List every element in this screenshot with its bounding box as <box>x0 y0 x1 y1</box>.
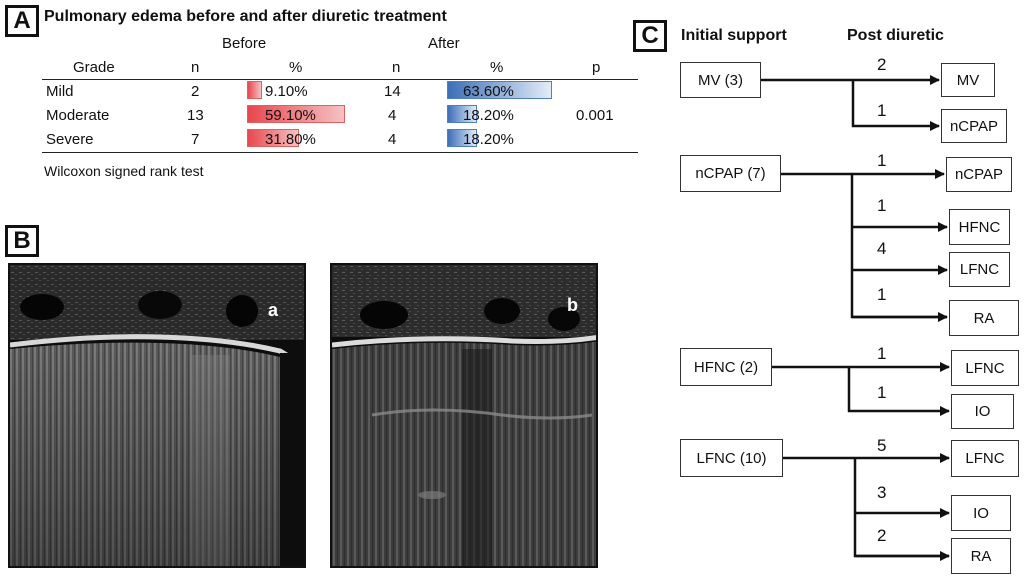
transition-count: 2 <box>877 526 887 545</box>
transition-count: 2 <box>877 55 887 74</box>
pct-after-cell: 18.20% <box>463 107 514 124</box>
target-node: RA <box>949 300 1019 336</box>
grade-cell: Severe <box>46 131 94 148</box>
after-bar <box>447 105 477 123</box>
source-node-ncpap: nCPAP (7) <box>680 155 781 192</box>
transition-count: 1 <box>877 196 887 215</box>
transition-count: 1 <box>877 151 887 170</box>
image-b-label: b <box>567 295 578 315</box>
panel-a-letter: A <box>5 5 39 37</box>
transition-count: 1 <box>877 344 887 363</box>
branch-line <box>853 458 949 558</box>
source-node-lfnc: LFNC (10) <box>680 439 783 477</box>
initial-support-header: Initial support <box>681 27 787 44</box>
target-node: IO <box>951 394 1014 429</box>
p-value-cell: 0.001 <box>576 107 614 124</box>
transition-count: 1 <box>877 285 887 304</box>
grade-header: Grade <box>73 59 115 76</box>
after-bar <box>447 81 552 99</box>
ultrasound-image-a: a <box>8 263 306 568</box>
n-before-header: n <box>191 59 200 76</box>
target-node: IO <box>951 495 1011 531</box>
n-after-cell: 14 <box>384 83 401 100</box>
target-node: LFNC <box>951 350 1019 386</box>
n-before-cell: 2 <box>191 83 200 100</box>
pct-after-cell: 18.20% <box>463 131 514 148</box>
flow-arrow <box>851 80 940 131</box>
source-node-hfnc: HFNC (2) <box>680 348 772 386</box>
n-after-header: n <box>392 59 401 76</box>
panel-a-title: Pulmonary edema before and after diureti… <box>44 8 447 25</box>
pct-before-cell: 9.10% <box>265 83 308 100</box>
grade-cell: Moderate <box>46 107 110 124</box>
n-before-cell: 13 <box>187 107 204 124</box>
target-node: HFNC <box>949 209 1010 245</box>
image-a-label: a <box>268 300 279 320</box>
target-node: nCPAP <box>946 157 1012 192</box>
pct-before-cell: 31.80% <box>265 131 316 148</box>
after-bar <box>447 129 477 147</box>
n-after-cell: 4 <box>388 131 397 148</box>
transition-count: 1 <box>877 101 887 120</box>
before-bar <box>247 129 299 147</box>
transition-count: 5 <box>877 436 887 455</box>
panel-c-letter: C <box>633 20 667 52</box>
transition-count: 3 <box>877 483 887 502</box>
target-node: LFNC <box>951 440 1019 477</box>
panel-b-letter: B <box>5 225 39 257</box>
table-header-rule <box>42 79 638 80</box>
after-group-header: After <box>428 35 460 52</box>
transition-count: 1 <box>877 383 887 402</box>
source-node-mv: MV (3) <box>680 62 761 98</box>
post-diuretic-header: Post diuretic <box>847 27 944 44</box>
flow-arrow <box>847 367 950 416</box>
n-before-cell: 7 <box>191 131 200 148</box>
before-bar <box>247 81 262 99</box>
target-node: nCPAP <box>941 109 1007 143</box>
before-group-header: Before <box>222 35 267 52</box>
grade-cell: Mild <box>46 83 74 100</box>
target-node: MV <box>941 63 995 97</box>
n-after-cell: 4 <box>388 107 397 124</box>
statistical-test-footnote: Wilcoxon signed rank test <box>44 163 204 179</box>
ultrasound-image-b: b <box>330 263 598 568</box>
pct-before-header: % <box>289 59 303 76</box>
pct-after-header: % <box>490 59 504 76</box>
table-bottom-rule <box>42 152 638 153</box>
pct-before-cell: 59.10% <box>265 107 316 124</box>
pct-after-cell: 63.60% <box>463 83 514 100</box>
target-node: LFNC <box>949 252 1010 287</box>
branch-line <box>850 174 947 319</box>
before-bar <box>247 105 345 123</box>
transition-count: 4 <box>877 239 887 258</box>
target-node: RA <box>951 538 1011 574</box>
p-header: p <box>592 59 601 76</box>
